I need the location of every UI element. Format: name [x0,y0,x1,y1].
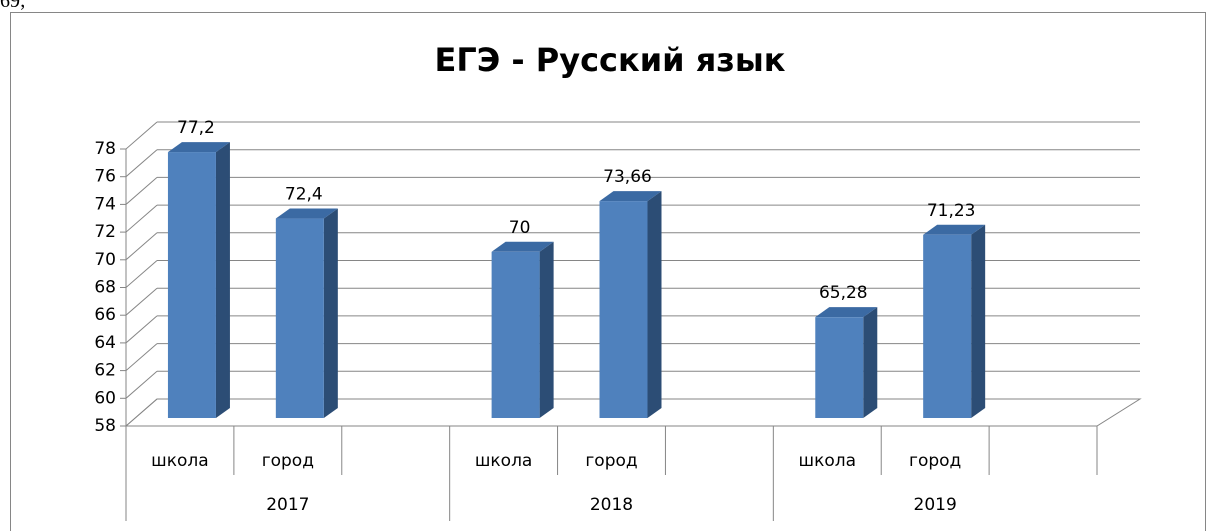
y-tick-label: 68 [94,278,116,298]
grid-line [125,149,158,178]
grid-line [125,232,158,261]
x-tick-label: школа [799,451,857,471]
bar-side [971,224,986,418]
header-fragment: 69; [0,0,26,12]
value-label: 65,28 [819,283,868,303]
y-tick-label: 64 [94,333,116,353]
y-tick-label: 72 [94,222,116,242]
group-label: 2017 [266,495,309,515]
bar-top [599,191,662,202]
y-tick-label: 78 [94,139,116,159]
bar-side [323,208,338,418]
x-tick-label: школа [475,451,533,471]
bar-top [923,224,986,235]
x-tick-label: город [262,451,314,471]
grid-line [125,177,158,205]
y-tick-label: 76 [94,167,116,187]
bar-top [815,307,878,318]
grid-line [125,121,158,150]
bar-side [863,307,878,418]
grid-line [125,370,158,399]
value-label: 73,66 [603,167,652,187]
bar-top [491,241,554,252]
group-label: 2019 [914,495,957,515]
chart-title: ЕГЭ - Русский язык [434,41,785,79]
bar [167,152,216,418]
grid-line [125,315,158,344]
value-label: 70 [509,218,531,238]
x-tick-label: город [585,451,637,471]
bar-side [539,241,554,418]
x-tick-label: школа [151,451,209,471]
grid-line [125,204,158,233]
bar-top [167,142,230,153]
y-tick-label: 62 [94,361,116,381]
y-tick-label: 70 [94,250,116,270]
bar [923,234,972,418]
value-label: 77,2 [177,118,215,138]
x-tick-label: город [909,451,961,471]
grid-line [125,287,158,316]
bar-side [647,191,662,418]
bar [275,218,324,418]
value-label: 72,4 [285,185,323,205]
bar [815,317,864,418]
bar-side [215,142,230,418]
grid-line [125,260,158,288]
bar [599,201,648,418]
grid-line [125,398,158,427]
y-tick-label: 60 [94,388,116,408]
value-label: 71,23 [927,201,976,221]
grid-line [125,343,158,371]
y-tick-label: 58 [94,416,116,436]
bar [491,251,540,418]
y-tick-label: 66 [94,305,116,325]
group-label: 2018 [590,495,633,515]
bar-top [275,208,338,219]
y-tick-label: 74 [94,194,116,214]
